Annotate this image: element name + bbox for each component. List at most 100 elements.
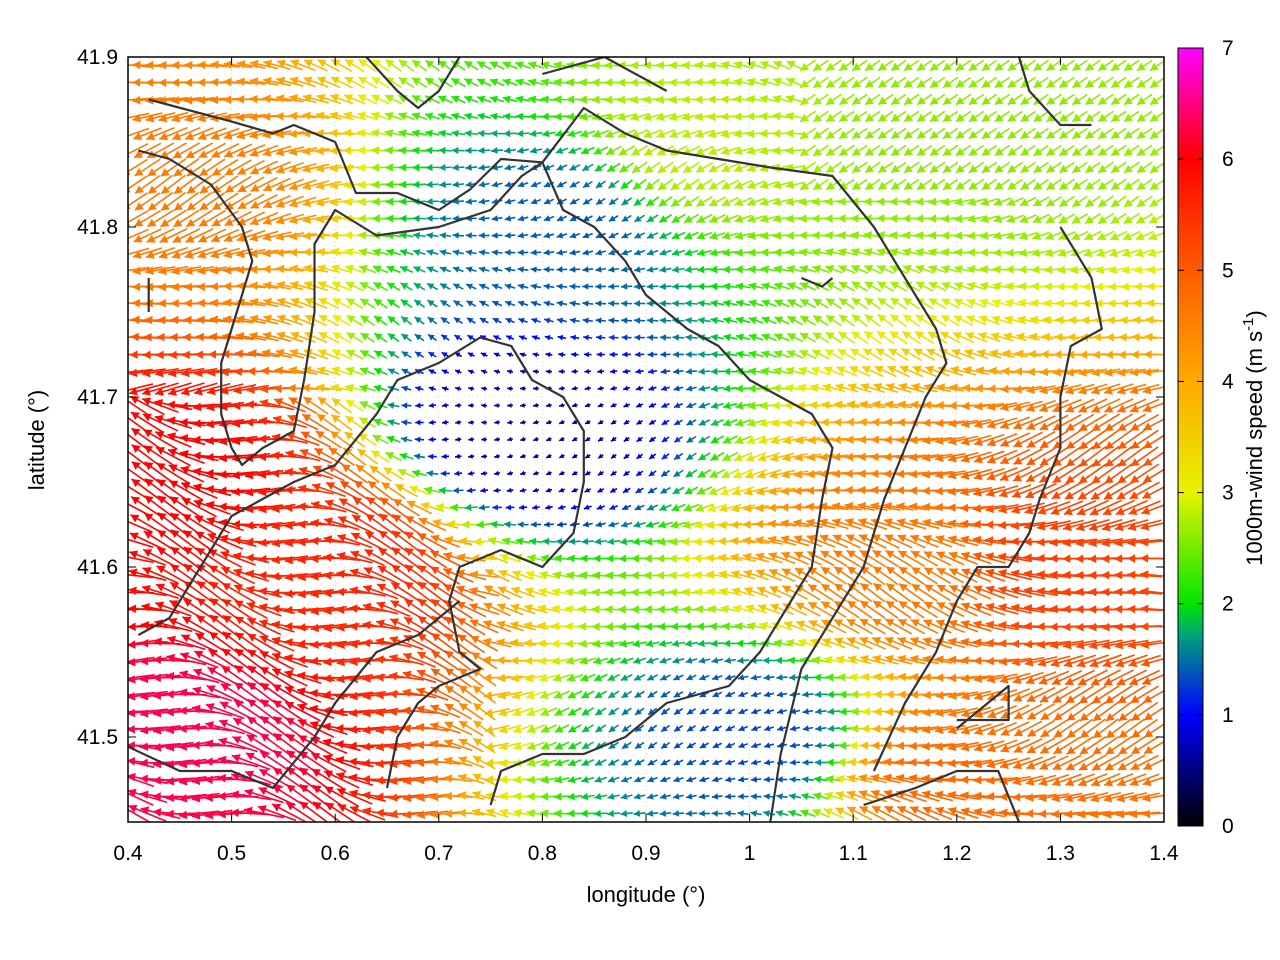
wind-arrow-head xyxy=(896,724,905,734)
wind-arrow-head xyxy=(608,759,616,766)
wind-arrow-head xyxy=(363,567,373,576)
wind-arrow-head xyxy=(1118,440,1128,449)
wind-arrow-head xyxy=(209,315,219,324)
wind-arrow-head xyxy=(567,775,576,784)
wind-arrow-head xyxy=(197,282,206,292)
wind-arrow-head xyxy=(349,691,358,701)
wind-arrow-head xyxy=(286,733,296,742)
wind-arrow-head xyxy=(362,725,371,735)
wind-arrow-head xyxy=(618,554,627,563)
wind-arrow-head xyxy=(258,587,267,596)
wind-arrow-head xyxy=(820,551,830,559)
wind-arrow-head xyxy=(772,384,781,393)
wind-arrow-head xyxy=(961,568,971,577)
wind-arrow-head xyxy=(735,639,744,648)
wind-arrow-head xyxy=(1041,332,1051,342)
wind-arrow-head xyxy=(260,682,270,692)
wind-arrow-head xyxy=(922,637,932,646)
wind-arrow-head xyxy=(219,534,229,543)
wind-arrow-head xyxy=(355,464,365,473)
wind-arrow-head xyxy=(858,417,867,427)
wind-arrow-head xyxy=(987,710,997,719)
wind-arrow-head xyxy=(737,674,745,681)
wind-arrow-head xyxy=(896,485,905,495)
wind-arrow-head xyxy=(780,519,789,528)
wind-arrow-head xyxy=(802,759,809,766)
wind-arrow-head xyxy=(724,657,732,664)
wind-arrow-head xyxy=(391,582,401,591)
wind-arrow-head xyxy=(170,315,179,325)
wind-arrow-head xyxy=(973,620,982,629)
wind-arrow-head xyxy=(923,551,933,560)
wind-arrow-head xyxy=(1090,810,1099,819)
wind-arrow-shaft xyxy=(128,538,154,549)
wind-arrow-head xyxy=(526,708,536,717)
wind-arrow-head xyxy=(316,413,326,423)
wind-arrow-head xyxy=(578,622,587,631)
wind-arrow-head xyxy=(1062,604,1071,614)
wind-arrow-head xyxy=(859,550,869,559)
wind-arrow-head xyxy=(961,585,971,594)
wind-arrow-head xyxy=(1039,694,1049,703)
wind-arrow-head xyxy=(647,674,655,681)
wind-arrow-head xyxy=(169,332,178,342)
wind-arrow-head xyxy=(571,351,577,358)
wind-arrow-head xyxy=(712,674,719,681)
wind-arrow-head xyxy=(935,400,944,410)
wind-arrow-head xyxy=(646,810,654,817)
wind-arrow-head xyxy=(896,418,905,427)
wind-arrow-head xyxy=(362,758,371,768)
wind-arrow-head xyxy=(591,605,600,614)
wind-arrow-head xyxy=(908,774,918,783)
wind-arrow-head xyxy=(245,770,255,779)
wind-arrow-head xyxy=(337,804,347,813)
wind-arrow-head xyxy=(165,793,175,802)
wind-arrow-head xyxy=(873,600,883,609)
wind-arrow-head xyxy=(725,742,733,749)
wind-arrow-head xyxy=(364,549,374,558)
wind-arrow-head xyxy=(885,600,895,609)
wind-arrow-head xyxy=(838,741,847,750)
wind-arrow-head xyxy=(595,521,603,528)
wind-arrow-head xyxy=(710,299,718,308)
wind-arrow-head xyxy=(764,708,771,715)
wind-arrow-head xyxy=(369,465,379,474)
wind-arrow-head xyxy=(362,674,371,683)
wind-arrow-head xyxy=(631,622,640,631)
wind-arrow-head xyxy=(492,504,498,511)
wind-arrow-head xyxy=(1023,553,1032,563)
wind-arrow-head xyxy=(1049,554,1058,563)
wind-arrow-head xyxy=(948,401,957,410)
wind-arrow-head xyxy=(472,790,482,800)
wind-arrow-head xyxy=(999,760,1009,769)
wind-arrow-head xyxy=(551,587,561,597)
wind-arrow-head xyxy=(335,723,344,733)
wind-arrow-head xyxy=(1144,332,1153,342)
wind-arrow-head xyxy=(485,808,495,817)
wind-arrow-head xyxy=(388,707,397,717)
wind-arrow-head xyxy=(718,520,727,530)
wind-arrow-head xyxy=(1142,676,1152,685)
wind-arrow-head xyxy=(129,350,138,360)
wind-arrow-head xyxy=(402,670,412,679)
wind-arrow-head xyxy=(336,674,345,684)
wind-arrow-head xyxy=(827,724,835,733)
wind-arrow-head xyxy=(362,691,371,701)
wind-arrow-head xyxy=(699,725,707,732)
wind-arrow-head xyxy=(898,566,908,575)
wind-arrow-head xyxy=(1092,746,1102,755)
wind-arrow-head xyxy=(483,620,492,629)
wind-arrow-head xyxy=(1117,350,1126,359)
wind-arrow-head xyxy=(513,775,522,784)
wind-arrow-head xyxy=(763,793,770,800)
wind-arrow-head xyxy=(1066,458,1076,467)
wind-arrow-head xyxy=(297,520,306,529)
wind-arrow-head xyxy=(497,673,506,683)
wind-arrow-head xyxy=(751,708,758,715)
wind-arrow-head xyxy=(115,755,124,763)
wind-arrow-head xyxy=(999,776,1008,786)
wind-arrow-head xyxy=(885,707,894,717)
wind-arrow-head xyxy=(1056,299,1065,308)
wind-arrow-head xyxy=(764,759,771,766)
wind-arrow-head xyxy=(1129,677,1139,686)
